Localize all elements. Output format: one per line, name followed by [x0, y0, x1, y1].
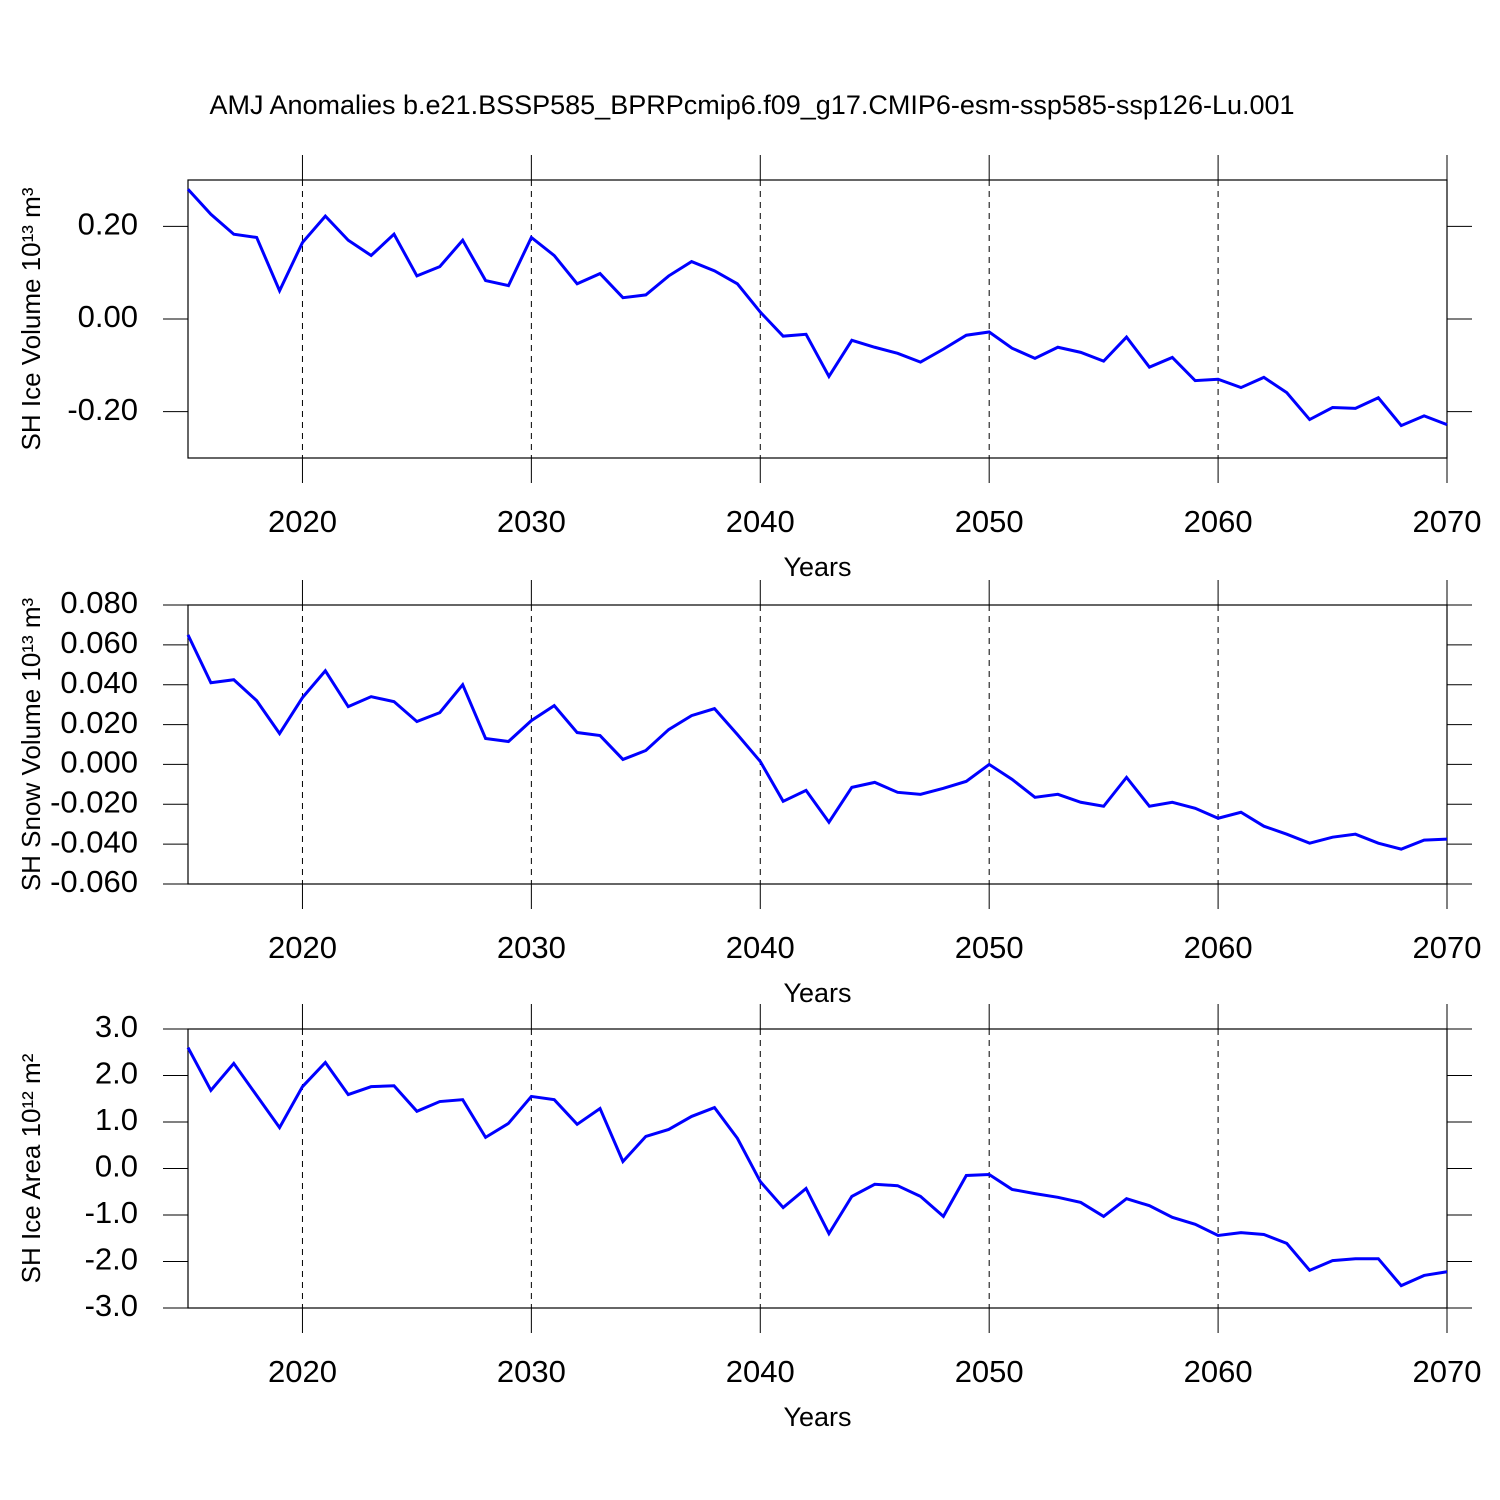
x-tick-label: 2030: [497, 1354, 566, 1389]
x-tick-label: 2020: [268, 930, 337, 965]
x-axis-label: Years: [783, 1402, 851, 1432]
x-tick-label: 2060: [1184, 504, 1253, 539]
x-axis-label: Years: [783, 978, 851, 1008]
plot-frame: [187, 1028, 1448, 1309]
x-tick-label: 2030: [497, 504, 566, 539]
x-tick-label: 2070: [1413, 1354, 1482, 1389]
x-tick-label: 2070: [1413, 504, 1482, 539]
y-tick-label: -1.0: [85, 1195, 138, 1230]
y-tick-label: 0.060: [60, 625, 138, 660]
y-tick-label: -3.0: [85, 1288, 138, 1323]
x-axis-label: Years: [783, 552, 851, 582]
x-tick-label: 2070: [1413, 930, 1482, 965]
y-axis-label: SH Snow Volume 10¹³ m³: [16, 597, 46, 891]
data-line: [186, 634, 1448, 851]
y-tick-label: 0.000: [60, 745, 138, 780]
x-tick-label: 2040: [726, 930, 795, 965]
chart-title: AMJ Anomalies b.e21.BSSP585_BPRPcmip6.f0…: [209, 90, 1294, 120]
y-tick-label: -0.060: [50, 864, 138, 899]
y-tick-label: -2.0: [85, 1242, 138, 1277]
y-tick-label: 3.0: [95, 1009, 138, 1044]
y-tick-label: -0.20: [67, 392, 138, 427]
x-tick-label: 2020: [268, 1354, 337, 1389]
y-tick-label: -0.020: [50, 784, 138, 819]
y-tick-label: 0.20: [78, 207, 138, 242]
x-tick-label: 2040: [726, 1354, 795, 1389]
y-axis-label: SH Ice Volume 10¹³ m³: [16, 187, 46, 450]
plot-frame: [187, 179, 1448, 459]
x-tick-label: 2020: [268, 504, 337, 539]
y-tick-label: 0.00: [78, 299, 138, 334]
y-tick-label: 0.0: [95, 1149, 138, 1184]
y-tick-label: -0.040: [50, 824, 138, 859]
plot-frame: [187, 604, 1448, 885]
x-tick-label: 2060: [1184, 930, 1253, 965]
y-tick-label: 0.020: [60, 705, 138, 740]
x-tick-label: 2060: [1184, 1354, 1253, 1389]
x-tick-label: 2030: [497, 930, 566, 965]
data-line: [186, 1046, 1448, 1288]
x-tick-label: 2040: [726, 504, 795, 539]
x-tick-label: 2050: [955, 930, 1024, 965]
data-line: [186, 188, 1448, 428]
y-tick-label: 1.0: [95, 1102, 138, 1137]
y-tick-label: 0.040: [60, 665, 138, 700]
x-tick-label: 2050: [955, 504, 1024, 539]
y-tick-label: 2.0: [95, 1056, 138, 1091]
y-tick-label: 0.080: [60, 585, 138, 620]
y-axis-label: SH Ice Area 10¹² m²: [16, 1053, 46, 1283]
x-tick-label: 2050: [955, 1354, 1024, 1389]
